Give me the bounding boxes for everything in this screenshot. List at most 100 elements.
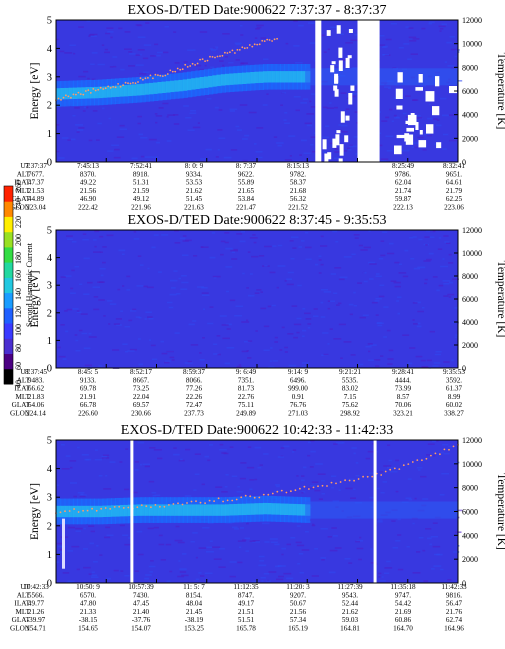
noise-streak bbox=[66, 238, 73, 241]
band-inner bbox=[115, 85, 121, 97]
y2-tick-label: 2000 bbox=[462, 555, 478, 564]
annotation-cell: -38.15 bbox=[79, 616, 98, 624]
noise-streak bbox=[135, 469, 139, 471]
noise-streak bbox=[234, 42, 242, 44]
temperature-point bbox=[452, 445, 455, 448]
noise-streak bbox=[340, 92, 347, 94]
temperature-point bbox=[308, 488, 310, 490]
noise-streak bbox=[228, 61, 234, 64]
gap-fragment bbox=[396, 105, 403, 110]
annotation-cell: 81.73 bbox=[238, 385, 255, 393]
noise-streak bbox=[237, 540, 246, 542]
noise-streak bbox=[124, 325, 130, 328]
noise-streak bbox=[127, 350, 135, 352]
noise-streak bbox=[88, 525, 95, 527]
noise-streak bbox=[206, 546, 213, 549]
y-tick-label: 5 bbox=[47, 226, 52, 237]
temperature-point bbox=[163, 505, 166, 508]
annotation-cell: 271.03 bbox=[288, 410, 308, 418]
noise-streak bbox=[291, 236, 299, 238]
gap-fragment bbox=[348, 93, 353, 105]
noise-streak bbox=[78, 26, 84, 28]
annotation-cell: 69.78 bbox=[80, 385, 97, 393]
noise-streak bbox=[348, 562, 353, 564]
noise-streak bbox=[218, 137, 226, 140]
noise-streak bbox=[350, 354, 356, 356]
noise-streak bbox=[93, 308, 100, 311]
noise-streak bbox=[353, 136, 361, 138]
noise-streak bbox=[252, 234, 256, 236]
annotation-cell: 8066. bbox=[186, 376, 202, 384]
annotation-cell: 0.91 bbox=[292, 393, 305, 401]
noise-streak bbox=[100, 274, 104, 277]
noise-streak bbox=[353, 34, 361, 36]
noise-streak bbox=[369, 263, 377, 265]
annotation-cell: 9:35:53 bbox=[443, 368, 465, 376]
noise-streak bbox=[329, 549, 338, 552]
temperature-point bbox=[261, 39, 264, 42]
annotation-row-label: GLON bbox=[10, 204, 31, 212]
band-inner bbox=[132, 504, 138, 516]
noise-streak bbox=[329, 102, 332, 104]
noise-streak bbox=[71, 241, 77, 243]
noise-streak bbox=[180, 288, 188, 290]
noise-streak bbox=[83, 257, 90, 260]
noise-streak bbox=[283, 119, 287, 121]
noise-streak bbox=[261, 580, 264, 582]
noise-streak bbox=[65, 455, 71, 457]
noise-streak bbox=[157, 457, 163, 460]
annotation-cell: 10:42:33 bbox=[23, 583, 49, 591]
noise-streak bbox=[349, 95, 356, 98]
noise-streak bbox=[78, 329, 83, 332]
colorbar-swatch bbox=[4, 277, 13, 294]
annotation-cell: 21.62 bbox=[186, 187, 203, 195]
noise-streak bbox=[377, 521, 383, 523]
annotation-cell: 10:50: 9 bbox=[76, 583, 100, 591]
temperature-point bbox=[140, 504, 143, 506]
noise-streak bbox=[241, 138, 248, 140]
noise-streak bbox=[333, 535, 338, 537]
gap-fragment bbox=[350, 85, 355, 91]
annotation-cell: 9334. bbox=[186, 170, 202, 178]
noise-streak bbox=[254, 37, 258, 39]
noise-streak bbox=[429, 543, 433, 546]
noise-streak bbox=[209, 306, 214, 308]
noise-streak bbox=[154, 43, 159, 46]
noise-streak bbox=[353, 291, 356, 294]
noise-streak bbox=[106, 534, 114, 537]
noise-streak bbox=[378, 576, 383, 578]
noise-streak bbox=[431, 568, 435, 570]
gap-fragment bbox=[330, 65, 335, 73]
noise-streak bbox=[352, 66, 360, 69]
noise-streak bbox=[386, 466, 394, 469]
noise-streak bbox=[292, 449, 297, 451]
noise-streak bbox=[192, 320, 197, 322]
temperature-point bbox=[159, 505, 161, 508]
noise-streak bbox=[439, 30, 442, 32]
noise-streak bbox=[215, 156, 219, 158]
band-inner bbox=[94, 86, 100, 99]
annotation-cell: 53.84 bbox=[238, 195, 255, 203]
noise-streak bbox=[323, 353, 329, 356]
noise-streak bbox=[407, 478, 412, 480]
temperature-point bbox=[154, 504, 157, 506]
band-inner bbox=[246, 72, 252, 84]
noise-streak bbox=[231, 258, 238, 260]
noise-streak bbox=[378, 295, 385, 298]
noise-streak bbox=[311, 93, 318, 95]
annotation-cell: 222.42 bbox=[78, 204, 98, 212]
noise-streak bbox=[204, 572, 213, 575]
noise-streak bbox=[259, 464, 263, 466]
noise-streak bbox=[192, 532, 198, 534]
temperature-point bbox=[253, 496, 256, 499]
noise-streak bbox=[135, 54, 141, 56]
y-tick-label: 1 bbox=[47, 550, 52, 561]
noise-streak bbox=[369, 278, 374, 280]
noise-streak bbox=[293, 323, 302, 326]
annotation-cell: 9:28:41 bbox=[392, 368, 414, 376]
noise-streak bbox=[424, 282, 428, 285]
noise-streak bbox=[185, 448, 191, 451]
noise-streak bbox=[286, 577, 294, 580]
noise-streak bbox=[152, 494, 156, 497]
annotation-cell: 47.37 bbox=[28, 179, 45, 187]
